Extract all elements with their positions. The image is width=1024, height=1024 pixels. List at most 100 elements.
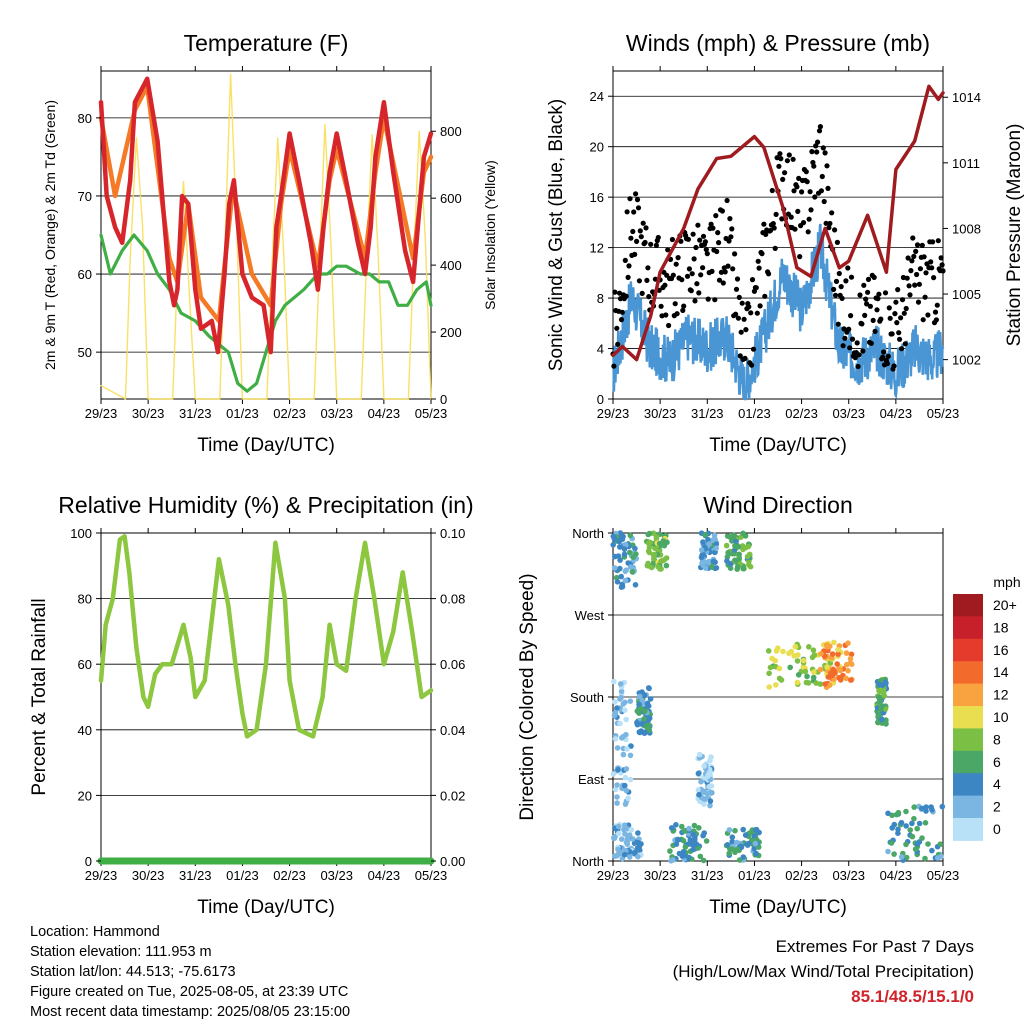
- gust-point: [838, 284, 844, 290]
- direction-point: [705, 536, 711, 543]
- direction-point: [632, 582, 639, 588]
- gust-point: [729, 226, 735, 232]
- direction-point: [622, 577, 629, 584]
- gust-point: [921, 254, 927, 260]
- direction-point: [925, 841, 931, 847]
- x-tick-label: 02/23: [785, 868, 818, 883]
- direction-point: [642, 708, 648, 715]
- figure-created: Figure created on Tue, 2025-08-05, at 23…: [30, 984, 349, 1000]
- direction-point: [673, 841, 680, 847]
- direction-point: [627, 698, 634, 704]
- direction-point: [903, 823, 909, 829]
- gust-point: [663, 312, 669, 318]
- gust-point: [864, 301, 870, 307]
- direction-point: [889, 825, 895, 831]
- gust-point: [796, 175, 802, 181]
- x-tick-label: 04/23: [880, 868, 913, 883]
- x-tick-label: 04/23: [880, 406, 913, 421]
- gust-point: [859, 321, 865, 327]
- x-tick-label: 29/23: [85, 406, 118, 421]
- gust-point: [891, 363, 897, 369]
- direction-point: [702, 565, 709, 571]
- gust-point: [939, 262, 945, 268]
- y-tick-label: 40: [78, 723, 92, 738]
- colorbar-swatch: [953, 750, 983, 774]
- direction-point: [617, 720, 623, 727]
- direction-point: [752, 827, 759, 833]
- gust-point: [617, 296, 624, 302]
- gust-point: [852, 355, 858, 361]
- gust-point: [846, 326, 852, 332]
- colorbar-label: 12: [993, 687, 1009, 703]
- gust-point: [829, 210, 835, 216]
- gust-point: [728, 234, 734, 240]
- gust-point: [749, 362, 755, 368]
- gust-point: [898, 315, 904, 321]
- gust-point: [868, 340, 874, 346]
- direction-point: [698, 547, 705, 553]
- direction-point: [621, 826, 627, 833]
- gust-point: [769, 187, 775, 194]
- gust-point: [708, 221, 714, 227]
- direction-point: [895, 826, 901, 833]
- direction-point: [702, 796, 708, 802]
- colorbar-label: 20+: [993, 597, 1017, 613]
- y-tick-label: 60: [78, 267, 92, 282]
- gust-point: [642, 239, 648, 246]
- colorbar-label: 16: [993, 642, 1009, 658]
- gust-point: [692, 298, 698, 304]
- gust-point: [674, 311, 680, 317]
- direction-point: [810, 674, 817, 681]
- gust-point: [720, 280, 726, 286]
- gust-point: [695, 222, 701, 228]
- direction-point: [847, 655, 854, 662]
- gust-point: [722, 269, 728, 275]
- gust-point: [673, 261, 679, 267]
- gust-point: [839, 295, 845, 301]
- direction-point: [706, 541, 712, 547]
- direction-point: [646, 544, 653, 551]
- direction-point: [822, 681, 828, 687]
- gust-point: [665, 247, 671, 253]
- direction-point: [618, 573, 624, 580]
- x-tick-label: 04/23: [368, 406, 401, 421]
- x-tick-label: 29/23: [597, 868, 630, 883]
- direction-point: [708, 754, 714, 760]
- direction-point: [622, 831, 628, 837]
- direction-point: [611, 835, 618, 842]
- direction-point: [843, 675, 849, 682]
- plot-frame-4: [612, 532, 944, 862]
- direction-point: [729, 550, 736, 557]
- direction-point: [724, 842, 731, 848]
- direction-point: [875, 719, 881, 726]
- gust-point: [876, 291, 882, 297]
- direction-point: [638, 721, 645, 727]
- direction-point: [614, 579, 621, 585]
- gust-point: [630, 228, 636, 235]
- direction-point: [615, 846, 621, 853]
- gust-point: [840, 343, 846, 349]
- direction-point: [611, 565, 618, 571]
- x-tick-label: 05/23: [415, 868, 448, 883]
- gust-point: [920, 317, 926, 323]
- gust-point: [804, 179, 810, 185]
- y-tick-label: 0: [597, 392, 604, 407]
- x-tick-label: 05/23: [927, 868, 960, 883]
- direction-point: [679, 823, 685, 830]
- gust-point: [759, 251, 765, 257]
- gust-point: [791, 188, 797, 194]
- gust-point: [626, 263, 632, 269]
- direction-point: [767, 664, 774, 671]
- direction-point: [848, 651, 855, 658]
- colorbar-swatch: [953, 795, 983, 819]
- gust-point: [826, 225, 832, 231]
- direction-point: [614, 745, 621, 751]
- direction-point: [650, 552, 657, 558]
- colorbar-label: 2: [993, 799, 1001, 815]
- direction-point: [740, 546, 746, 553]
- gust-point: [640, 220, 646, 226]
- gust-point: [712, 297, 718, 303]
- direction-point: [646, 715, 653, 721]
- direction-point: [680, 837, 687, 844]
- gust-point: [614, 325, 620, 331]
